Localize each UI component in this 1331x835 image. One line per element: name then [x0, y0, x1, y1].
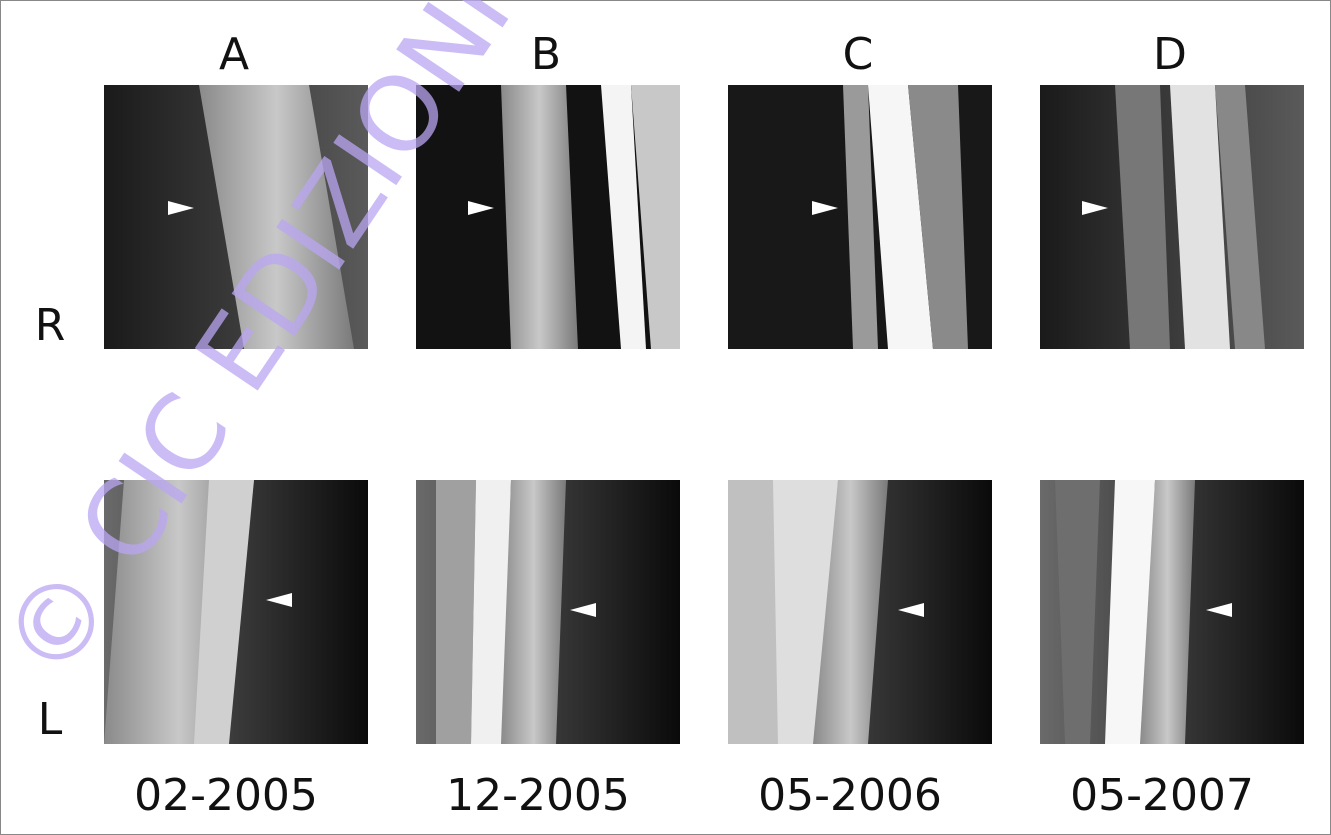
radiograph [1040, 480, 1304, 744]
arrowhead [468, 201, 494, 215]
radiograph [1040, 85, 1304, 349]
bone-band [1215, 85, 1265, 349]
bone-band [843, 85, 878, 349]
panels [104, 85, 1304, 744]
arrowhead [1082, 201, 1108, 215]
bone-band [601, 85, 646, 349]
radiograph [416, 480, 680, 744]
arrowhead [812, 201, 838, 215]
date-label: 12-2005 [446, 770, 630, 821]
bone-band [1055, 480, 1100, 744]
date-label: 05-2006 [758, 770, 942, 821]
radiograph [104, 85, 368, 349]
row-label: R [35, 300, 66, 351]
bone-band [501, 480, 566, 744]
bone-band [1140, 480, 1195, 744]
arrowhead [1206, 603, 1232, 617]
column-label: B [531, 29, 561, 80]
bone-band [436, 480, 476, 744]
radiograph [728, 85, 992, 349]
arrowhead [570, 603, 596, 617]
radiograph [416, 85, 680, 349]
bone-band [868, 85, 933, 349]
bone-band [501, 85, 578, 349]
row-label: L [38, 694, 63, 745]
bone-band [1105, 480, 1155, 744]
column-label: C [843, 29, 874, 80]
bone-band [1115, 85, 1170, 349]
arrowhead [266, 593, 292, 607]
arrowhead [168, 201, 194, 215]
date-label: 05-2007 [1070, 770, 1254, 821]
bone-band [471, 480, 511, 744]
bone-band [813, 480, 888, 744]
column-label: D [1153, 29, 1187, 80]
bone-band [1170, 85, 1230, 349]
date-label: 02-2005 [134, 770, 318, 821]
labels: A B C D R L 02-2005 12-2005 05-2006 05-2007 [35, 29, 1254, 821]
bone-band [908, 85, 968, 349]
arrowhead [898, 603, 924, 617]
radiograph-background [1040, 85, 1304, 349]
radiograph [728, 480, 992, 744]
radiograph [104, 480, 368, 744]
bone-band [199, 85, 354, 349]
column-label: A [219, 29, 249, 80]
bone-band [194, 480, 254, 744]
bone-band [631, 85, 680, 349]
